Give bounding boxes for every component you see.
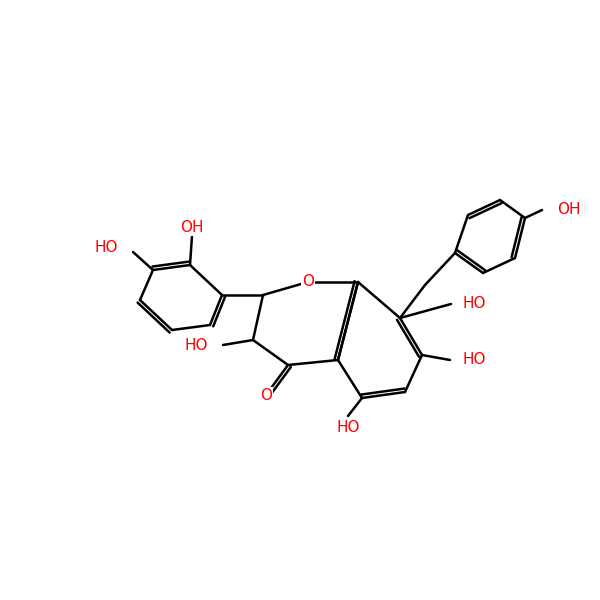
Text: HO: HO bbox=[95, 239, 118, 254]
Text: HO: HO bbox=[185, 337, 208, 352]
Text: O: O bbox=[302, 275, 314, 289]
Text: OH: OH bbox=[557, 202, 581, 217]
Text: HO: HO bbox=[463, 296, 487, 311]
Text: HO: HO bbox=[462, 352, 485, 367]
Text: HO: HO bbox=[336, 421, 360, 436]
Text: O: O bbox=[260, 388, 272, 403]
Text: OH: OH bbox=[180, 220, 204, 235]
